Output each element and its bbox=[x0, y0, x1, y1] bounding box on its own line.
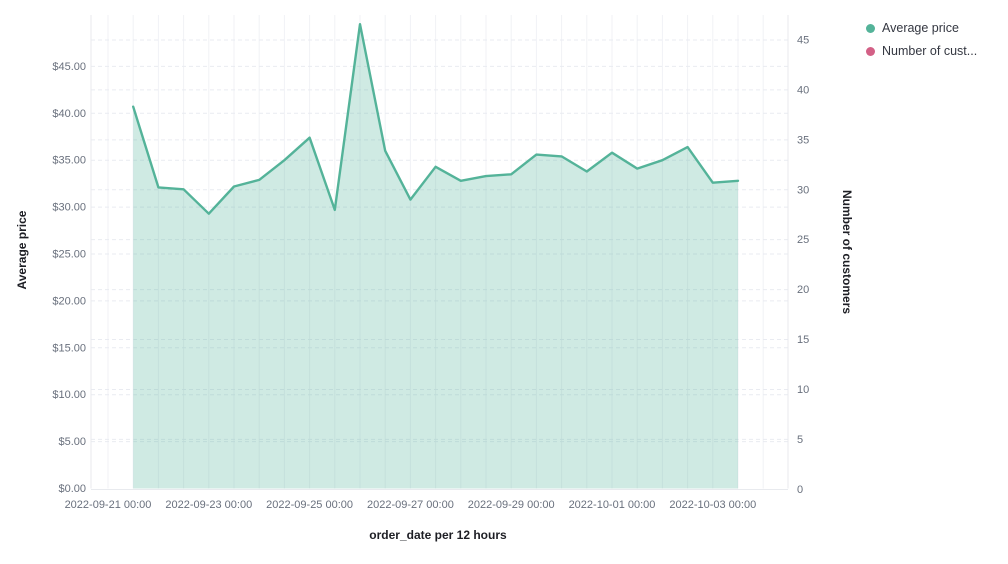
right-axis-tick-label: 30 bbox=[797, 184, 809, 196]
legend-item-label: Number of cust... bbox=[882, 44, 978, 58]
left-axis-tick-label: $40.00 bbox=[52, 108, 86, 120]
left-axis-tick-label: $45.00 bbox=[52, 61, 86, 73]
right-axis-tick-label: 0 bbox=[797, 484, 803, 496]
left-axis-tick-label: $10.00 bbox=[52, 389, 86, 401]
right-axis-tick-label: 35 bbox=[797, 134, 809, 146]
left-axis-tick-label: $15.00 bbox=[52, 342, 86, 354]
right-axis-tick-label: 20 bbox=[797, 284, 809, 296]
x-axis-tick-label: 2022-10-03 00:00 bbox=[669, 499, 756, 511]
x-axis-tick-label: 2022-09-25 00:00 bbox=[266, 499, 353, 511]
left-axis-title: Average price bbox=[15, 210, 29, 290]
x-axis-tick-label: 2022-09-23 00:00 bbox=[165, 499, 252, 511]
left-axis-tick-label: $0.00 bbox=[58, 483, 86, 495]
left-axis-tick-label: $30.00 bbox=[52, 202, 86, 214]
x-axis-tick-label: 2022-09-29 00:00 bbox=[468, 499, 555, 511]
left-axis-tick-label: $5.00 bbox=[58, 436, 86, 448]
left-axis-tick-label: $35.00 bbox=[52, 155, 86, 167]
x-axis-tick-label: 2022-09-21 00:00 bbox=[65, 499, 152, 511]
series-dot-icon bbox=[866, 46, 875, 56]
x-axis-tick-label: 2022-10-01 00:00 bbox=[569, 499, 656, 511]
right-axis-tick-label: 5 bbox=[797, 434, 803, 446]
right-axis-tick-label: 10 bbox=[797, 384, 809, 396]
x-axis-tick-label: 2022-09-27 00:00 bbox=[367, 499, 454, 511]
right-axis-tick-label: 40 bbox=[797, 84, 809, 96]
right-axis-tick-label: 25 bbox=[797, 234, 809, 246]
series-dot-icon bbox=[866, 23, 875, 33]
legend-item-label: Average price bbox=[882, 21, 959, 35]
x-axis-title: order_date per 12 hours bbox=[369, 528, 507, 542]
legend-item-average-price[interactable]: Average price bbox=[866, 21, 977, 35]
legend-item-number-of-customers[interactable]: Number of cust... bbox=[866, 44, 977, 58]
left-axis-tick-label: $20.00 bbox=[52, 295, 86, 307]
series-area bbox=[133, 24, 738, 489]
series-line bbox=[132, 23, 740, 215]
left-axis-tick-label: $25.00 bbox=[52, 249, 86, 261]
legend: Average price Number of cust... bbox=[866, 21, 977, 58]
right-axis-tick-label: 15 bbox=[797, 334, 809, 346]
right-axis-title: Number of customers bbox=[840, 189, 854, 315]
right-axis-tick-label: 45 bbox=[797, 34, 809, 46]
